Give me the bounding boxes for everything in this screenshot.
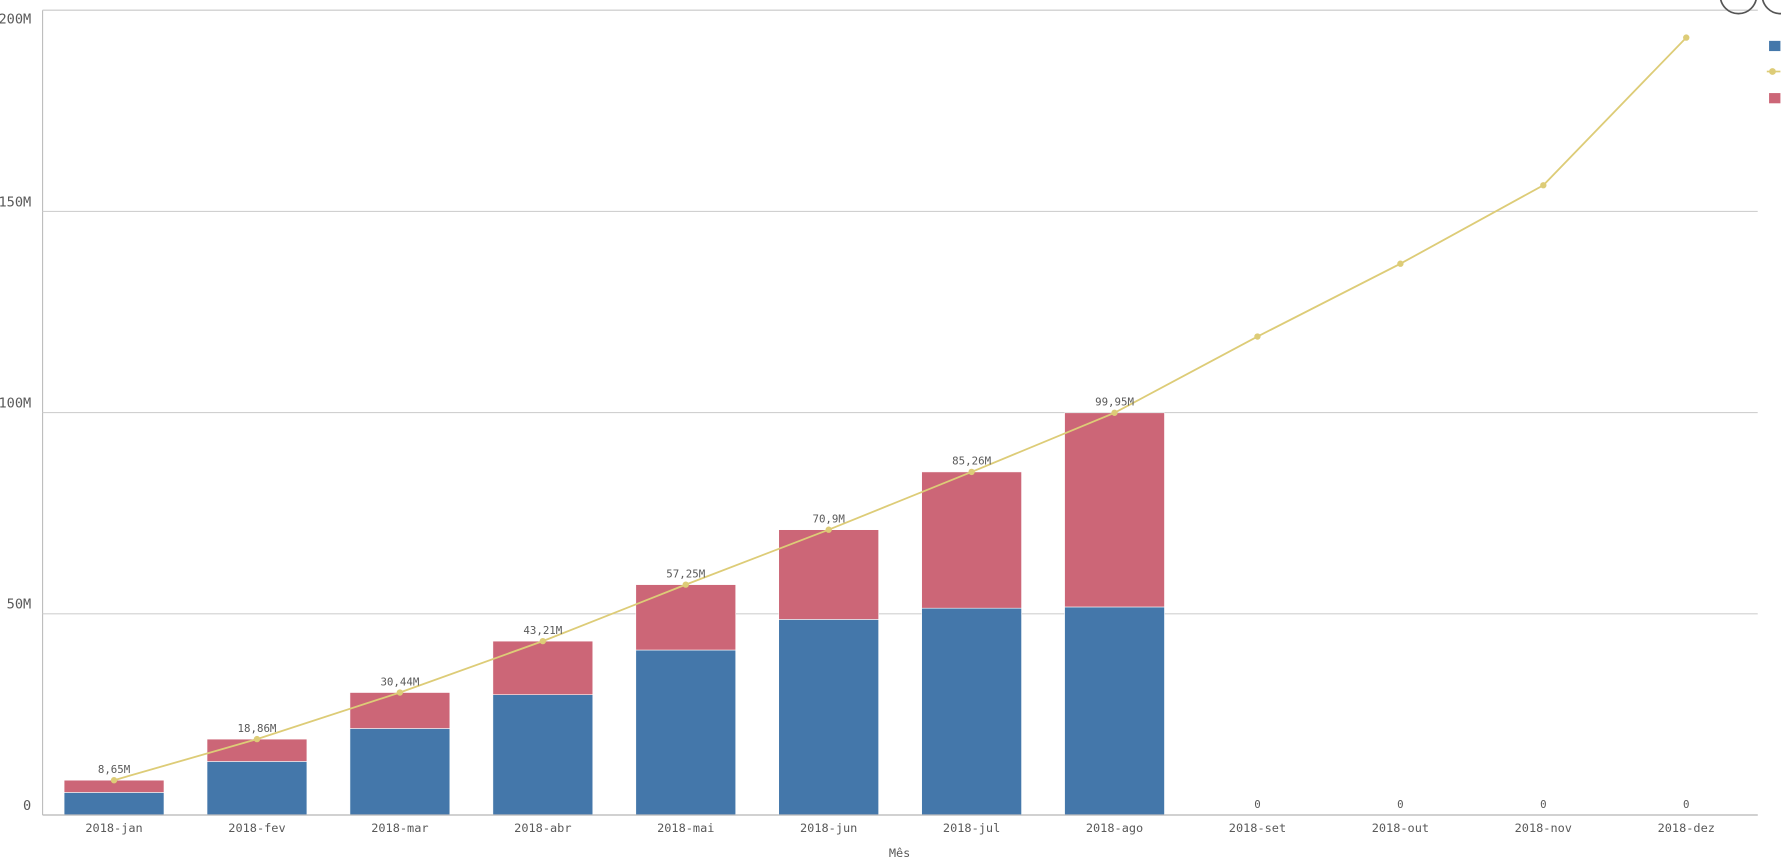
bar-segment	[492, 640, 594, 695]
line-point	[968, 468, 975, 476]
y-tick-label: 0	[23, 798, 31, 814]
toolbar-button[interactable]	[1719, 0, 1757, 15]
line-point	[1683, 34, 1690, 41]
x-tick-label: 2018-mar	[371, 821, 428, 835]
bar-segment	[492, 694, 594, 816]
total-label: 43,21M	[523, 624, 562, 637]
line-point	[825, 526, 832, 533]
bar-segment	[206, 738, 308, 762]
x-tick-label: 2018-nov	[1515, 821, 1572, 835]
bar-segment	[349, 692, 451, 729]
line-point	[1397, 260, 1404, 267]
bar-segment	[921, 471, 1022, 609]
line-point	[253, 735, 261, 743]
bar-segment	[349, 728, 451, 816]
bar-segment	[921, 607, 1022, 816]
total-label: 99,95M	[1095, 396, 1134, 409]
legend-swatch	[1769, 93, 1781, 104]
total-label: 8,65M	[98, 763, 131, 776]
toolbar-button[interactable]	[1761, 0, 1781, 15]
x-tick-label: 2018-out	[1372, 821, 1429, 835]
bar-segment	[1064, 412, 1165, 608]
bar-segment	[635, 584, 736, 651]
total-label: 18,86M	[238, 722, 277, 735]
total-label: 85,26M	[952, 455, 991, 468]
y-tick-label: 50M	[7, 597, 32, 613]
line-point	[1254, 333, 1261, 340]
line	[113, 36, 1687, 782]
bar-segment	[206, 761, 308, 816]
y-tick-label: 150M	[0, 194, 31, 210]
x-tick-label: 2018-mai	[657, 821, 714, 835]
x-tick-label: 2018-set	[1229, 821, 1286, 835]
total-label: 0	[1254, 798, 1260, 811]
total-label: 0	[1540, 798, 1546, 811]
line-point	[110, 777, 118, 784]
plot-area: 0 50M 100M 150M 200M 8,65M 18,86M 30,44M 43,21M 5…	[0, 9, 1758, 835]
x-tick-label: 2018-dez	[1658, 821, 1715, 835]
bar-segment	[1064, 606, 1165, 816]
total-label: 0	[1397, 798, 1403, 811]
x-tick-label: 2018-jul	[943, 821, 1000, 835]
bar-segment	[63, 792, 165, 816]
bar-segment	[778, 619, 879, 816]
total-label: 0	[1683, 798, 1689, 811]
line-point	[1111, 409, 1118, 416]
x-tick-label: 2018-ago	[1086, 821, 1143, 835]
y-tick-label: 100M	[0, 396, 31, 412]
line-point	[1540, 182, 1547, 189]
total-label: 30,44M	[380, 675, 419, 688]
legend	[1766, 40, 1781, 104]
x-tick-label: 2018-fev	[228, 821, 285, 835]
x-tick-label: 2018-abr	[514, 821, 571, 835]
x-tick-label: 2018-jun	[800, 821, 857, 835]
total-label: 70,9M	[812, 512, 845, 525]
bar-segment	[635, 649, 736, 816]
line-point	[682, 581, 689, 588]
legend-swatch	[1769, 68, 1776, 75]
y-tick-label: 200M	[0, 11, 31, 27]
line-point	[396, 689, 404, 696]
x-tick-label: 2018-jan	[85, 821, 142, 835]
legend-swatch	[1769, 40, 1781, 52]
line-point	[539, 637, 547, 645]
x-axis-title: Mês	[889, 846, 911, 857]
total-label: 57,25M	[666, 567, 705, 580]
